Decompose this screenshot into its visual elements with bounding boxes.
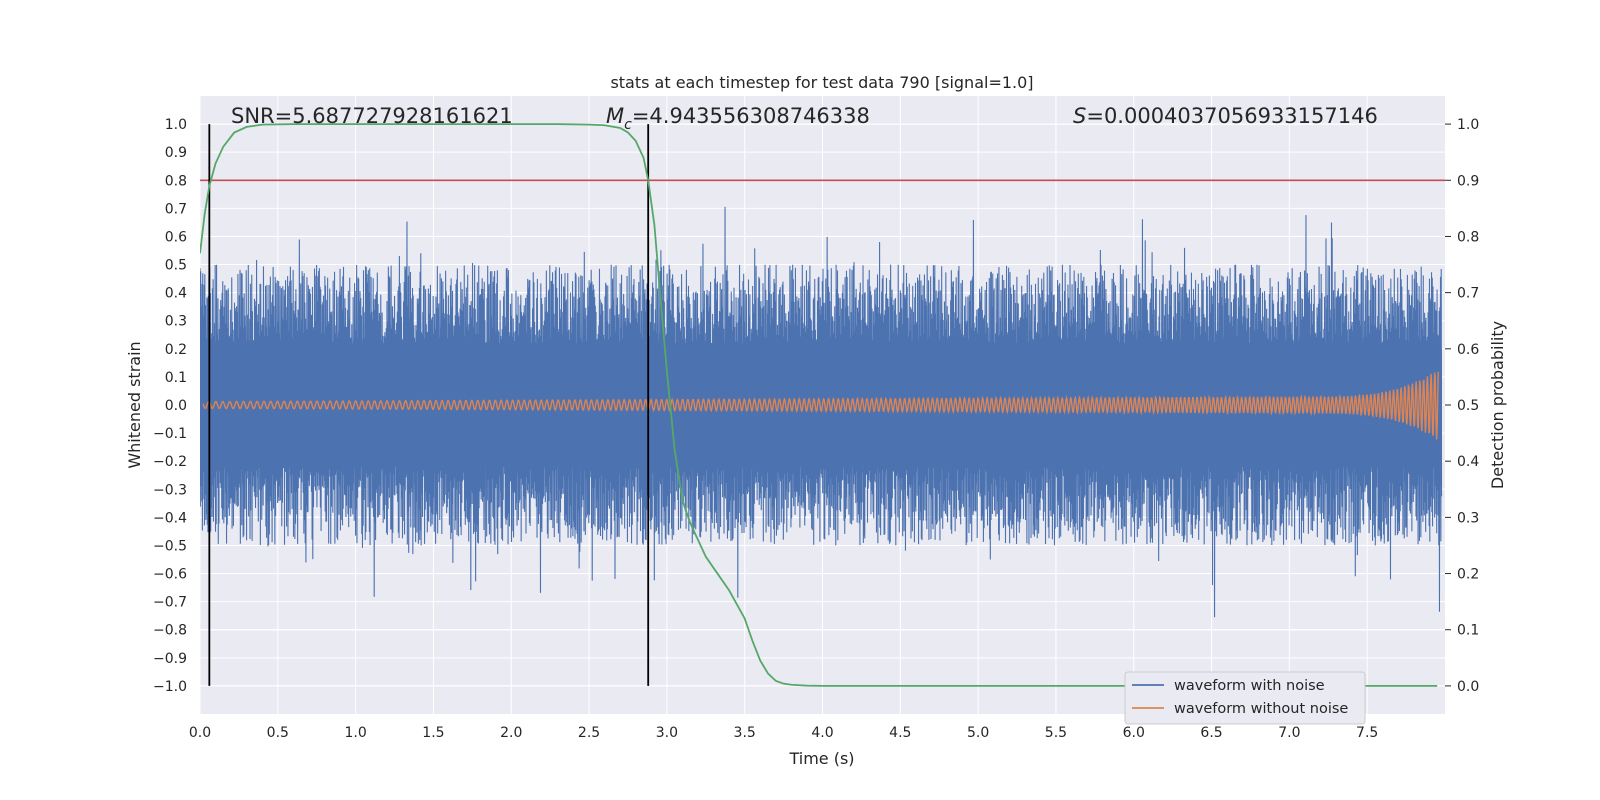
- snr-annotation: SNR=5.687727928161621: [231, 104, 513, 128]
- y-tick-label: −0.5: [153, 538, 187, 554]
- detection-probability-series: [200, 123, 1438, 687]
- s-annotation: S=0.0004037056933157146: [1073, 104, 1378, 128]
- y2-tick-label: 0.4: [1457, 454, 1479, 470]
- x-tick-label: 3.5: [734, 725, 756, 741]
- x-tick-label: 4.5: [889, 725, 911, 741]
- x-tick-label: 1.5: [422, 725, 444, 741]
- y-tick-label: 0.0: [165, 398, 187, 414]
- noise-core-band: [200, 348, 1442, 462]
- x-tick-label: 7.5: [1356, 725, 1378, 741]
- x-tick-label: 4.0: [811, 725, 833, 741]
- y-tick-label: −0.4: [153, 510, 187, 526]
- y-tick-label: 1.0: [165, 117, 187, 133]
- legend-label-noise: waveform with noise: [1174, 678, 1325, 694]
- y2-axis-label: Detection probability: [1488, 321, 1507, 489]
- chart-title: stats at each timestep for test data 790…: [610, 73, 1033, 92]
- legend-label-clean: waveform without noise: [1174, 701, 1348, 717]
- chirp-mass-subscript: c: [624, 117, 632, 133]
- y2-tick-label: 0.1: [1457, 623, 1479, 639]
- y2-tick-label: 0.9: [1457, 173, 1479, 189]
- y-tick-label: −0.3: [153, 482, 187, 498]
- chirp-mass-annotation: Mc=4.943556308746338: [606, 104, 870, 133]
- y-tick-label: 0.3: [165, 314, 187, 330]
- y-tick-label: 0.1: [165, 370, 187, 386]
- x-tick-label: 5.0: [967, 725, 989, 741]
- x-axis-label: Time (s): [788, 749, 854, 768]
- y-tick-label: 0.5: [165, 258, 187, 274]
- overlay-lines: [200, 124, 1445, 686]
- y2-tick-label: 0.8: [1457, 229, 1479, 245]
- x-tick-label: 2.5: [578, 725, 600, 741]
- waveform-without-noise-series: [202, 371, 1440, 440]
- x-tick-label: 7.0: [1278, 725, 1300, 741]
- y2-tick-label: 0.2: [1457, 567, 1479, 583]
- legend: waveform with noise waveform without noi…: [1124, 671, 1366, 725]
- y-tick-label: −0.6: [153, 567, 187, 583]
- y-tick-label: −0.9: [153, 651, 187, 667]
- y2-tick-label: 1.0: [1457, 117, 1479, 133]
- x-tick-label: 2.0: [500, 725, 522, 741]
- x-tick-label: 0.5: [267, 725, 289, 741]
- legend-box: [1124, 671, 1366, 725]
- y-tick-label: 0.7: [165, 201, 187, 217]
- x-tick-label: 6.5: [1200, 725, 1222, 741]
- y2-tick-label: 0.0: [1457, 679, 1479, 695]
- y-tick-label: −0.2: [153, 454, 187, 470]
- y2-tick-label: 0.3: [1457, 510, 1479, 526]
- x-tick-label: 1.0: [344, 725, 366, 741]
- clean-waveform-line: [202, 371, 1440, 440]
- y-tick-label: 0.6: [165, 229, 187, 245]
- axis-ticks: 0.0 0.5 1.0 1.5 2.0 2.5 3.0 3.5 4.0 4.5 5.0 5.5 6.0 6…: [153, 117, 1479, 741]
- y2-tick-label: 0.7: [1457, 286, 1479, 302]
- x-tick-label: 5.5: [1045, 725, 1067, 741]
- x-tick-label: 0.0: [189, 725, 211, 741]
- y-tick-label: 0.8: [165, 173, 187, 189]
- y-tick-label: 0.2: [165, 342, 187, 358]
- y-tick-label: −1.0: [153, 679, 187, 695]
- y-tick-label: 0.9: [165, 145, 187, 161]
- x-tick-label: 3.0: [656, 725, 678, 741]
- y-tick-label: −0.1: [153, 426, 187, 442]
- y-axis-label: Whitened strain: [125, 341, 144, 468]
- y-tick-label: −0.8: [153, 623, 187, 639]
- y2-tick-label: 0.6: [1457, 342, 1479, 358]
- x-tick-label: 6.0: [1123, 725, 1145, 741]
- s-symbol: S: [1073, 104, 1086, 128]
- s-value: =0.0004037056933157146: [1086, 104, 1378, 128]
- chirp-mass-value: =4.943556308746338: [632, 104, 870, 128]
- y-tick-label: −0.7: [153, 595, 187, 611]
- y2-tick-label: 0.5: [1457, 398, 1479, 414]
- chirp-mass-symbol: M: [606, 104, 624, 128]
- y-tick-label: 0.4: [165, 286, 187, 302]
